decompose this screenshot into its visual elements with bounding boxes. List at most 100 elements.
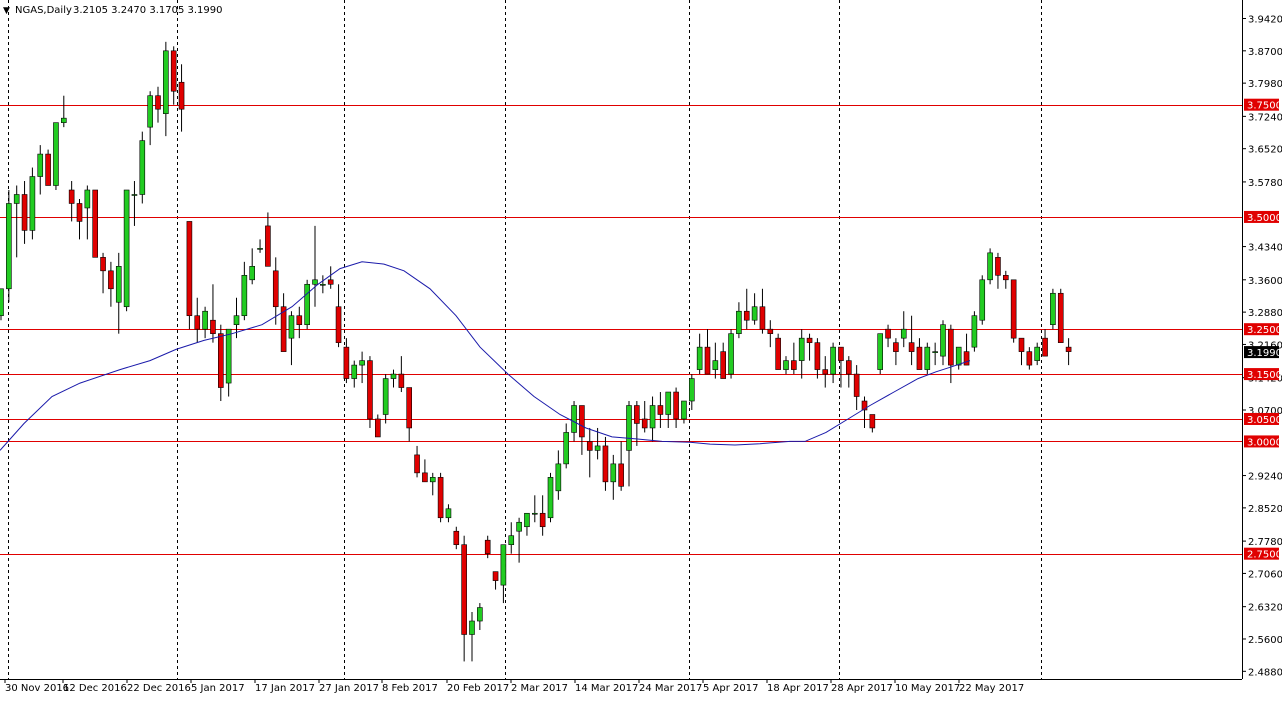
current-price-text: 3.1990 xyxy=(1247,348,1282,359)
candle-body xyxy=(374,418,381,438)
candle-60 xyxy=(469,612,475,662)
candle-body xyxy=(92,189,98,258)
candle-122 xyxy=(955,346,962,370)
candle-body xyxy=(155,95,161,110)
candle-body xyxy=(673,391,679,420)
candle-body xyxy=(1026,351,1033,366)
candle-body xyxy=(390,373,397,379)
candle-body xyxy=(798,337,805,361)
candle-body xyxy=(594,445,601,451)
level-label-bg xyxy=(1244,547,1279,560)
level-label-6: 2.7500 xyxy=(1244,547,1282,561)
candle-84 xyxy=(657,392,664,428)
candle-5 xyxy=(37,145,44,195)
y-tick-label: 3.2880 xyxy=(1248,308,1282,319)
candle-45 xyxy=(351,360,358,388)
candle-body xyxy=(1042,337,1048,357)
candle-body xyxy=(845,360,852,375)
y-tick-label: 3.0700 xyxy=(1248,406,1282,417)
candle-13 xyxy=(100,252,106,294)
candle-body xyxy=(586,441,593,451)
candle-83 xyxy=(649,396,656,442)
candle-99 xyxy=(775,333,781,370)
candle-body xyxy=(649,405,656,429)
candle-88 xyxy=(688,374,695,410)
candle-78 xyxy=(610,454,617,500)
y-tick-label: 3.7980 xyxy=(1248,79,1282,90)
level-label-text: 3.1500 xyxy=(1247,370,1282,381)
candle-body xyxy=(822,369,829,375)
candle-86 xyxy=(673,387,679,428)
candle-81 xyxy=(634,401,640,446)
candle-42 xyxy=(327,266,334,289)
candle-129 xyxy=(1010,279,1017,343)
y-tick-label: 2.5600 xyxy=(1248,635,1282,646)
candle-107 xyxy=(838,346,844,388)
candle-body xyxy=(37,153,44,177)
candle-body xyxy=(1050,292,1056,325)
candle-116 xyxy=(908,315,915,366)
candle-body xyxy=(194,315,201,330)
candle-80 xyxy=(626,401,632,487)
candle-body xyxy=(736,310,742,334)
y-tick-label: 2.4880 xyxy=(1248,667,1282,678)
menu-triangle-icon[interactable]: ▼ xyxy=(3,6,10,16)
candle-body xyxy=(382,378,389,415)
candle-101 xyxy=(791,342,797,375)
candle-111 xyxy=(869,414,876,433)
candle-body xyxy=(1057,292,1064,343)
candle-body xyxy=(100,257,106,272)
candle-127 xyxy=(995,252,1001,289)
level-label-bg xyxy=(1244,412,1279,425)
candle-36 xyxy=(280,293,287,352)
y-tick-label: 3.8700 xyxy=(1248,47,1282,58)
candle-25 xyxy=(194,297,201,343)
candle-body xyxy=(327,279,334,285)
candle-body xyxy=(877,333,884,370)
candle-15 xyxy=(115,252,122,334)
candle-66 xyxy=(516,517,522,563)
candle-body xyxy=(1034,346,1040,361)
candle-53 xyxy=(414,445,420,478)
x-tick-label: 28 Apr 2017 xyxy=(831,683,893,694)
candle-59 xyxy=(461,535,467,662)
candle-92 xyxy=(720,342,727,379)
candle-85 xyxy=(665,391,672,428)
candle-22 xyxy=(170,46,177,105)
candle-body xyxy=(484,539,491,554)
candle-body xyxy=(508,535,515,545)
candle-27 xyxy=(210,284,216,343)
level-label-text: 3.5000 xyxy=(1247,213,1282,224)
candle-body xyxy=(987,252,993,281)
candle-117 xyxy=(916,338,923,370)
candle-body xyxy=(979,279,986,321)
candle-10 xyxy=(76,198,83,240)
candle-71 xyxy=(555,450,562,500)
candle-103 xyxy=(806,333,813,361)
candle-65 xyxy=(508,522,515,554)
level-label-4: 3.0500 xyxy=(1244,412,1282,426)
candle-body xyxy=(712,360,719,370)
candle-62 xyxy=(484,535,491,559)
candle-body xyxy=(579,405,585,438)
candle-body xyxy=(963,351,970,366)
x-tick-label: 24 Mar 2017 xyxy=(639,683,702,694)
candle-body xyxy=(422,472,428,483)
x-tick-label: 22 Dec 2016 xyxy=(127,683,191,694)
candle-94 xyxy=(736,302,742,339)
candle-95 xyxy=(743,288,750,330)
candle-112 xyxy=(877,333,884,375)
candle-123 xyxy=(963,333,970,366)
candle-body xyxy=(351,364,358,379)
candle-body xyxy=(13,194,20,204)
candle-58 xyxy=(453,526,460,550)
candle-body xyxy=(995,257,1001,276)
candle-body xyxy=(429,477,436,483)
candle-body xyxy=(751,306,758,321)
chart-header: ▼ NGAS,Daily 3.2105 3.2470 3.1705 3.1990 xyxy=(3,5,223,16)
candle-120 xyxy=(940,320,946,366)
candle-body xyxy=(908,342,915,352)
candle-body xyxy=(406,387,413,429)
